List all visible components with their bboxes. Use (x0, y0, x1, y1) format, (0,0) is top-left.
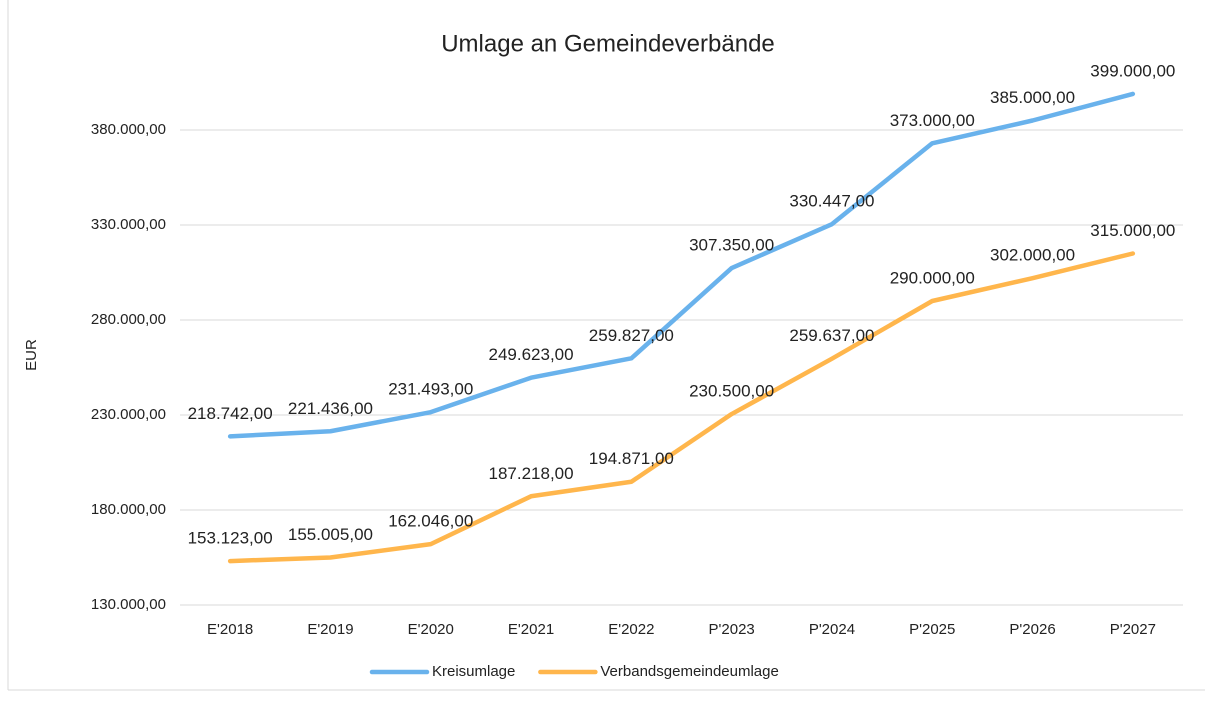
data-label: 259.827,00 (589, 326, 674, 345)
x-tick-label: P'2023 (709, 621, 755, 638)
x-tick-label: E'2022 (608, 621, 654, 638)
x-tick-label: E'2021 (508, 621, 554, 638)
y-tick-label: 130.000,00 (91, 596, 166, 613)
data-label: 153.123,00 (188, 529, 273, 548)
data-label: 230.500,00 (689, 382, 774, 401)
x-tick-label: P'2024 (809, 621, 855, 638)
x-tick-label: E'2020 (408, 621, 454, 638)
line-series (227, 91, 1136, 439)
chart-title: Umlage an Gemeindeverbände (441, 30, 775, 57)
y-tick-label: 330.000,00 (91, 216, 166, 233)
y-tick-label: 380.000,00 (91, 121, 166, 138)
x-tick-label: E'2019 (307, 621, 353, 638)
x-tick-label: P'2025 (909, 621, 955, 638)
data-label: 385.000,00 (990, 88, 1075, 107)
line-series (227, 251, 1136, 564)
y-tick-label: 180.000,00 (91, 501, 166, 518)
data-label: 259.637,00 (789, 326, 874, 345)
data-label: 231.493,00 (388, 380, 473, 399)
y-tick-label: 230.000,00 (91, 406, 166, 423)
data-label: 373.000,00 (890, 111, 975, 130)
data-label: 162.046,00 (388, 512, 473, 531)
data-label: 302.000,00 (990, 246, 1075, 265)
data-label: 221.436,00 (288, 399, 373, 418)
data-label: 307.350,00 (689, 236, 774, 255)
y-tick-label: 280.000,00 (91, 311, 166, 328)
data-label: 194.871,00 (589, 449, 674, 468)
x-tick-label: P'2027 (1110, 621, 1156, 638)
x-tick-label: E'2018 (207, 621, 253, 638)
legend-label: Verbandsgemeindeumlage (600, 663, 778, 680)
data-label: 155.005,00 (288, 525, 373, 544)
data-label: 330.447,00 (789, 192, 874, 211)
data-label: 187.218,00 (489, 464, 574, 483)
y-axis-label: EUR (23, 339, 40, 371)
legend-label: Kreisumlage (432, 663, 515, 680)
x-tick-label: P'2026 (1009, 621, 1055, 638)
data-label: 249.623,00 (489, 345, 574, 364)
data-label: 315.000,00 (1090, 221, 1175, 240)
data-label: 290.000,00 (890, 268, 975, 287)
data-label: 218.742,00 (188, 404, 273, 423)
data-label: 399.000,00 (1090, 61, 1175, 80)
